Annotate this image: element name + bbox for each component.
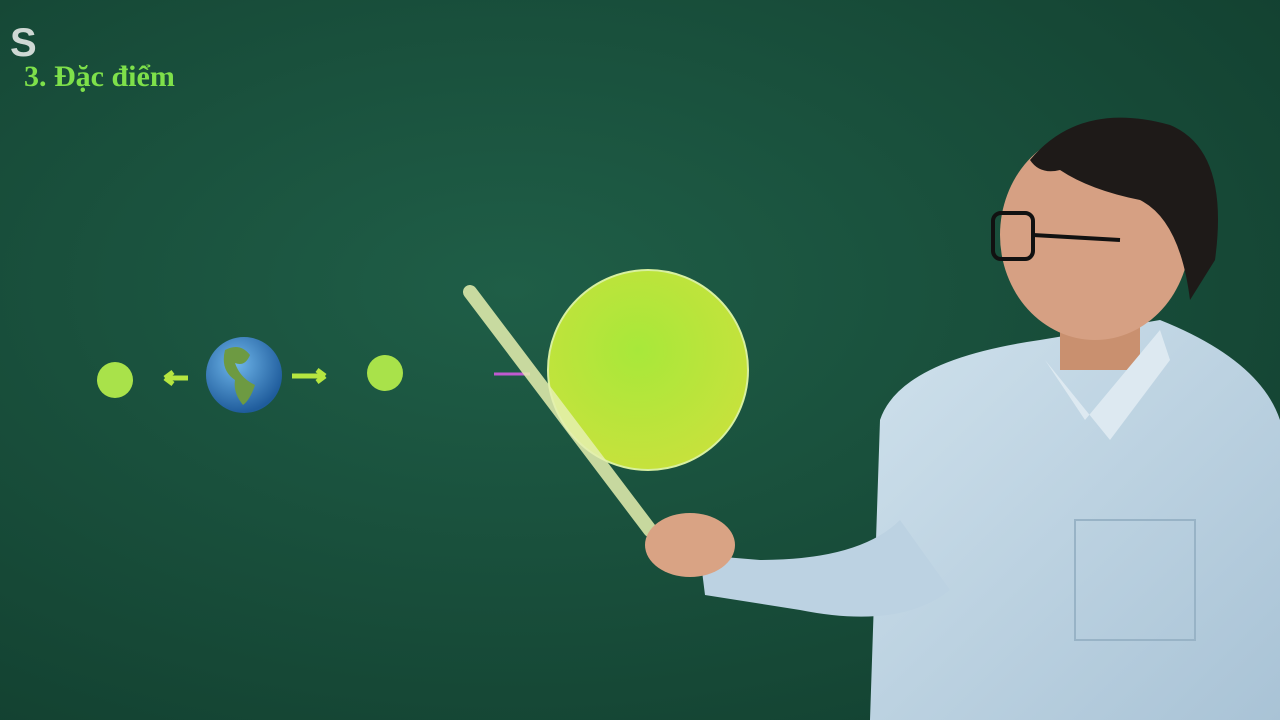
arm (700, 520, 950, 617)
collar (1045, 330, 1170, 440)
logo: S (10, 21, 37, 65)
arrow-right (292, 368, 327, 384)
hair (1030, 117, 1218, 300)
moon-left (97, 362, 133, 398)
hand (645, 513, 735, 577)
pocket (1074, 519, 1196, 641)
earth-land (223, 346, 255, 405)
slide-title: 3. Đặc điểm (24, 60, 175, 93)
sun (547, 269, 749, 471)
moon-right (367, 355, 403, 391)
pointer-stick (463, 285, 657, 537)
arrow-left (163, 370, 188, 386)
glasses-arm (1032, 233, 1121, 242)
